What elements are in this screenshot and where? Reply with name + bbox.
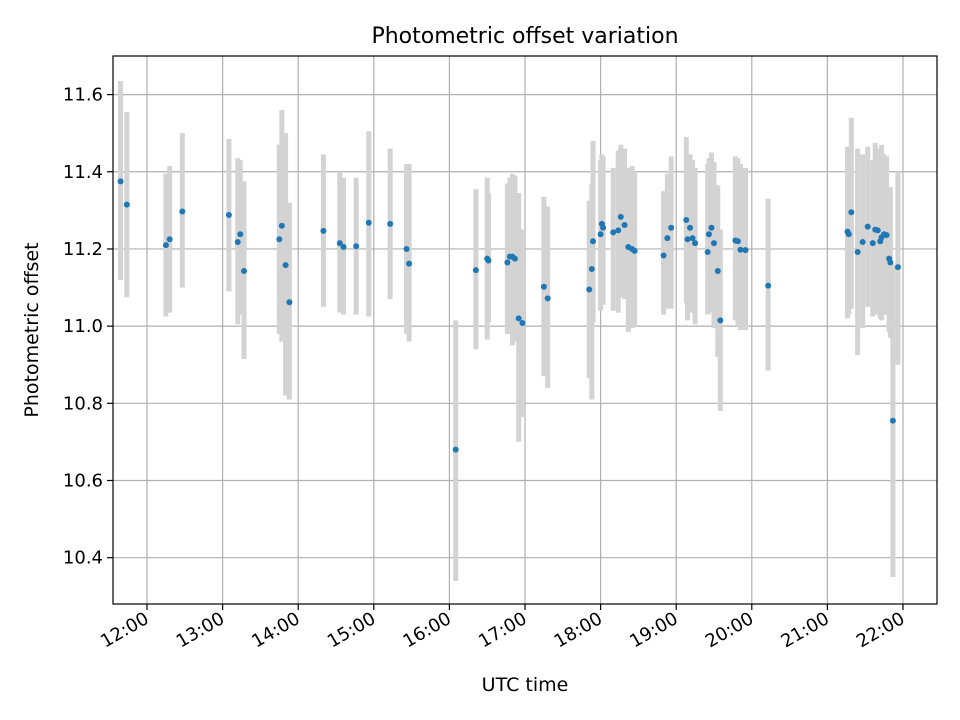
data-point [859,239,866,246]
data-point [123,201,130,208]
data-point [515,315,522,322]
data-point [717,317,724,324]
data-point [241,267,248,274]
data-point [504,259,511,266]
data-point [689,235,696,242]
data-point [162,242,169,249]
chart-title: Photometric offset variation [371,24,678,49]
data-point [615,227,622,234]
data-point [286,299,293,306]
data-point [590,238,597,245]
data-point [472,267,479,274]
data-point [166,236,173,243]
data-point [708,224,715,231]
data-point [631,247,638,254]
data-point [687,224,694,231]
data-point [668,224,675,231]
data-point [737,246,744,253]
data-point [320,227,327,234]
data-point [848,209,855,216]
data-point [282,262,289,269]
data-point [365,219,372,226]
data-point [704,249,711,256]
data-point [519,320,526,327]
y-tick-label: 11.0 [63,316,103,337]
y-axis-ticks: 10.4 10.6 10.8 11.0 11.2 11.4 11.6 [63,85,113,569]
data-point [511,255,518,262]
data-point [621,222,628,229]
y-tick-label: 10.6 [63,471,103,492]
data-point [588,266,595,273]
y-tick-label: 10.8 [63,393,103,414]
data-point [387,220,394,227]
data-point [597,231,604,238]
data-point [234,239,241,246]
data-point [887,259,894,266]
data-point [600,224,607,231]
data-point [179,208,186,215]
data-point [403,245,410,252]
data-point [586,286,593,293]
y-axis-label: Photometric offset [21,242,43,417]
data-point [617,213,624,220]
grid-lines [113,56,937,604]
data-point [845,231,852,238]
data-point [869,240,876,247]
y-tick-label: 11.6 [63,85,103,106]
data-point [874,227,881,234]
data-point [452,446,459,453]
x-axis-label: UTC time [482,674,569,696]
data-points [117,178,901,453]
data-point [714,267,721,274]
y-tick-label: 10.4 [63,548,103,569]
data-point [340,244,347,251]
data-point [692,240,699,247]
data-point [894,264,901,271]
data-point [710,240,717,247]
y-tick-label: 11.2 [63,239,103,260]
data-point [889,417,896,424]
data-point [683,217,690,224]
data-point [660,252,667,259]
data-point [544,295,551,302]
data-point [117,178,124,185]
data-point [225,211,232,218]
data-point [854,249,861,256]
data-point [610,229,617,236]
data-point [353,243,360,250]
data-point [406,260,413,267]
data-point [485,257,492,264]
data-point [734,238,741,245]
data-point [278,222,285,229]
data-point [705,231,712,238]
y-tick-label: 11.4 [63,162,103,183]
data-point [684,236,691,243]
data-point [237,231,244,238]
data-point [742,247,749,254]
data-point [864,223,871,230]
data-point [664,235,671,242]
data-point [765,282,772,289]
data-point [883,232,890,239]
data-point [336,240,343,247]
data-point [276,236,283,243]
data-point [540,283,547,290]
